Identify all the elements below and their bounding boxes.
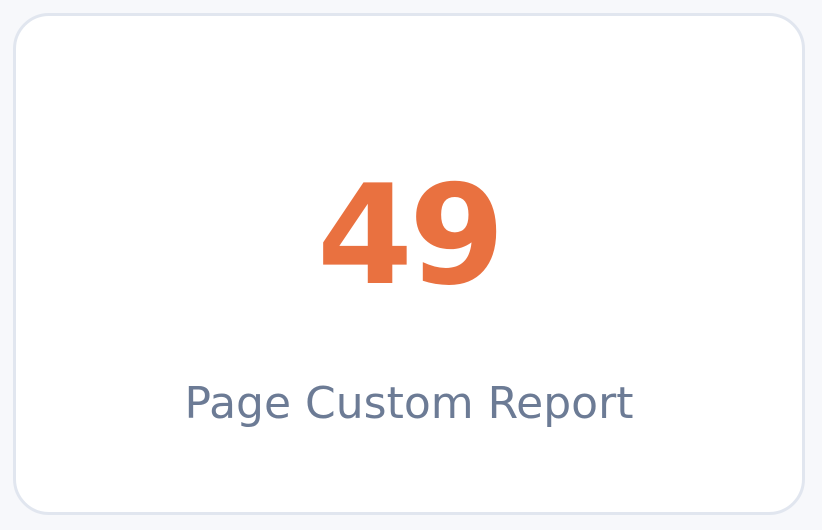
stat-label: Page Custom Report (184, 378, 634, 429)
stat-value: 49 (316, 155, 505, 316)
stat-card: 49 Page Custom Report (13, 13, 805, 515)
